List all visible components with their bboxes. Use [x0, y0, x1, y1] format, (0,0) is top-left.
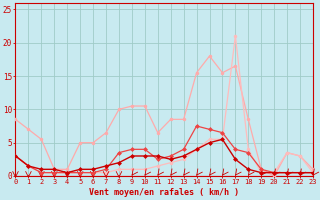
X-axis label: Vent moyen/en rafales ( km/h ): Vent moyen/en rafales ( km/h ): [89, 188, 239, 197]
